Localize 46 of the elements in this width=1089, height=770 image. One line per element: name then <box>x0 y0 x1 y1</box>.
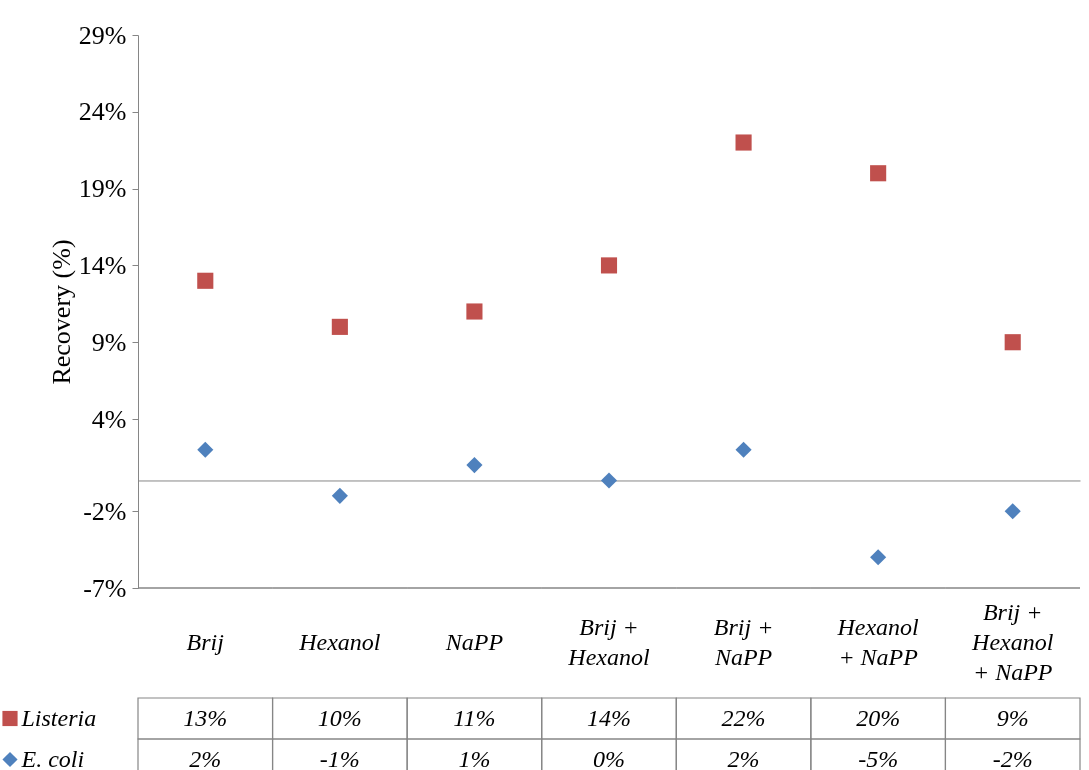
y-tick-label: 19% <box>78 174 127 204</box>
data-label: 2% <box>727 745 760 770</box>
legend-label: E. coli <box>20 745 85 770</box>
y-tick-label: 4% <box>91 404 127 434</box>
point <box>735 441 752 458</box>
point <box>870 549 887 566</box>
y-tick-label: 14% <box>78 250 127 280</box>
x-tick-label: Brij + Hexanol + NaPP <box>971 599 1054 685</box>
data-label: 11% <box>453 704 496 731</box>
data-label: -2% <box>992 745 1033 770</box>
point <box>870 165 887 182</box>
y-tick-label: 24% <box>78 97 127 127</box>
data-label: -1% <box>319 745 360 770</box>
point <box>600 257 618 274</box>
point <box>331 487 348 504</box>
data-label: 22% <box>721 704 766 731</box>
data-label: 9% <box>996 704 1029 731</box>
y-tick-label: -2% <box>83 496 127 526</box>
data-label: 1% <box>458 745 491 770</box>
data-label: 0% <box>593 745 625 770</box>
point <box>1004 334 1021 351</box>
data-label: 20% <box>856 704 901 731</box>
point <box>466 303 483 320</box>
x-tick-label: Brij + Hexanol <box>567 614 650 670</box>
x-tick-label: Hexanol + NaPP <box>836 614 920 670</box>
x-tick-label: Brij + NaPP <box>713 614 774 670</box>
data-label: 14% <box>587 704 631 731</box>
legend-label: Listeria <box>20 704 97 731</box>
point <box>197 441 214 458</box>
x-tick-label: Hexanol <box>298 629 381 655</box>
y-tick-label: 29% <box>78 20 127 50</box>
data-label: 2% <box>189 745 222 770</box>
data-label: 10% <box>317 704 362 731</box>
y-tick-label: 9% <box>91 327 127 357</box>
data-label: -5% <box>858 745 899 770</box>
point <box>466 457 483 474</box>
point <box>600 472 618 489</box>
point <box>1004 503 1021 520</box>
point <box>735 134 752 151</box>
point <box>331 318 348 335</box>
x-tick-label: Brij <box>186 629 225 655</box>
y-tick-label: -7% <box>83 573 127 603</box>
point <box>197 272 214 289</box>
data-label: 13% <box>183 704 228 731</box>
y-axis-title: Recovery (%) <box>46 239 76 385</box>
x-tick-label: NaPP <box>444 629 504 655</box>
